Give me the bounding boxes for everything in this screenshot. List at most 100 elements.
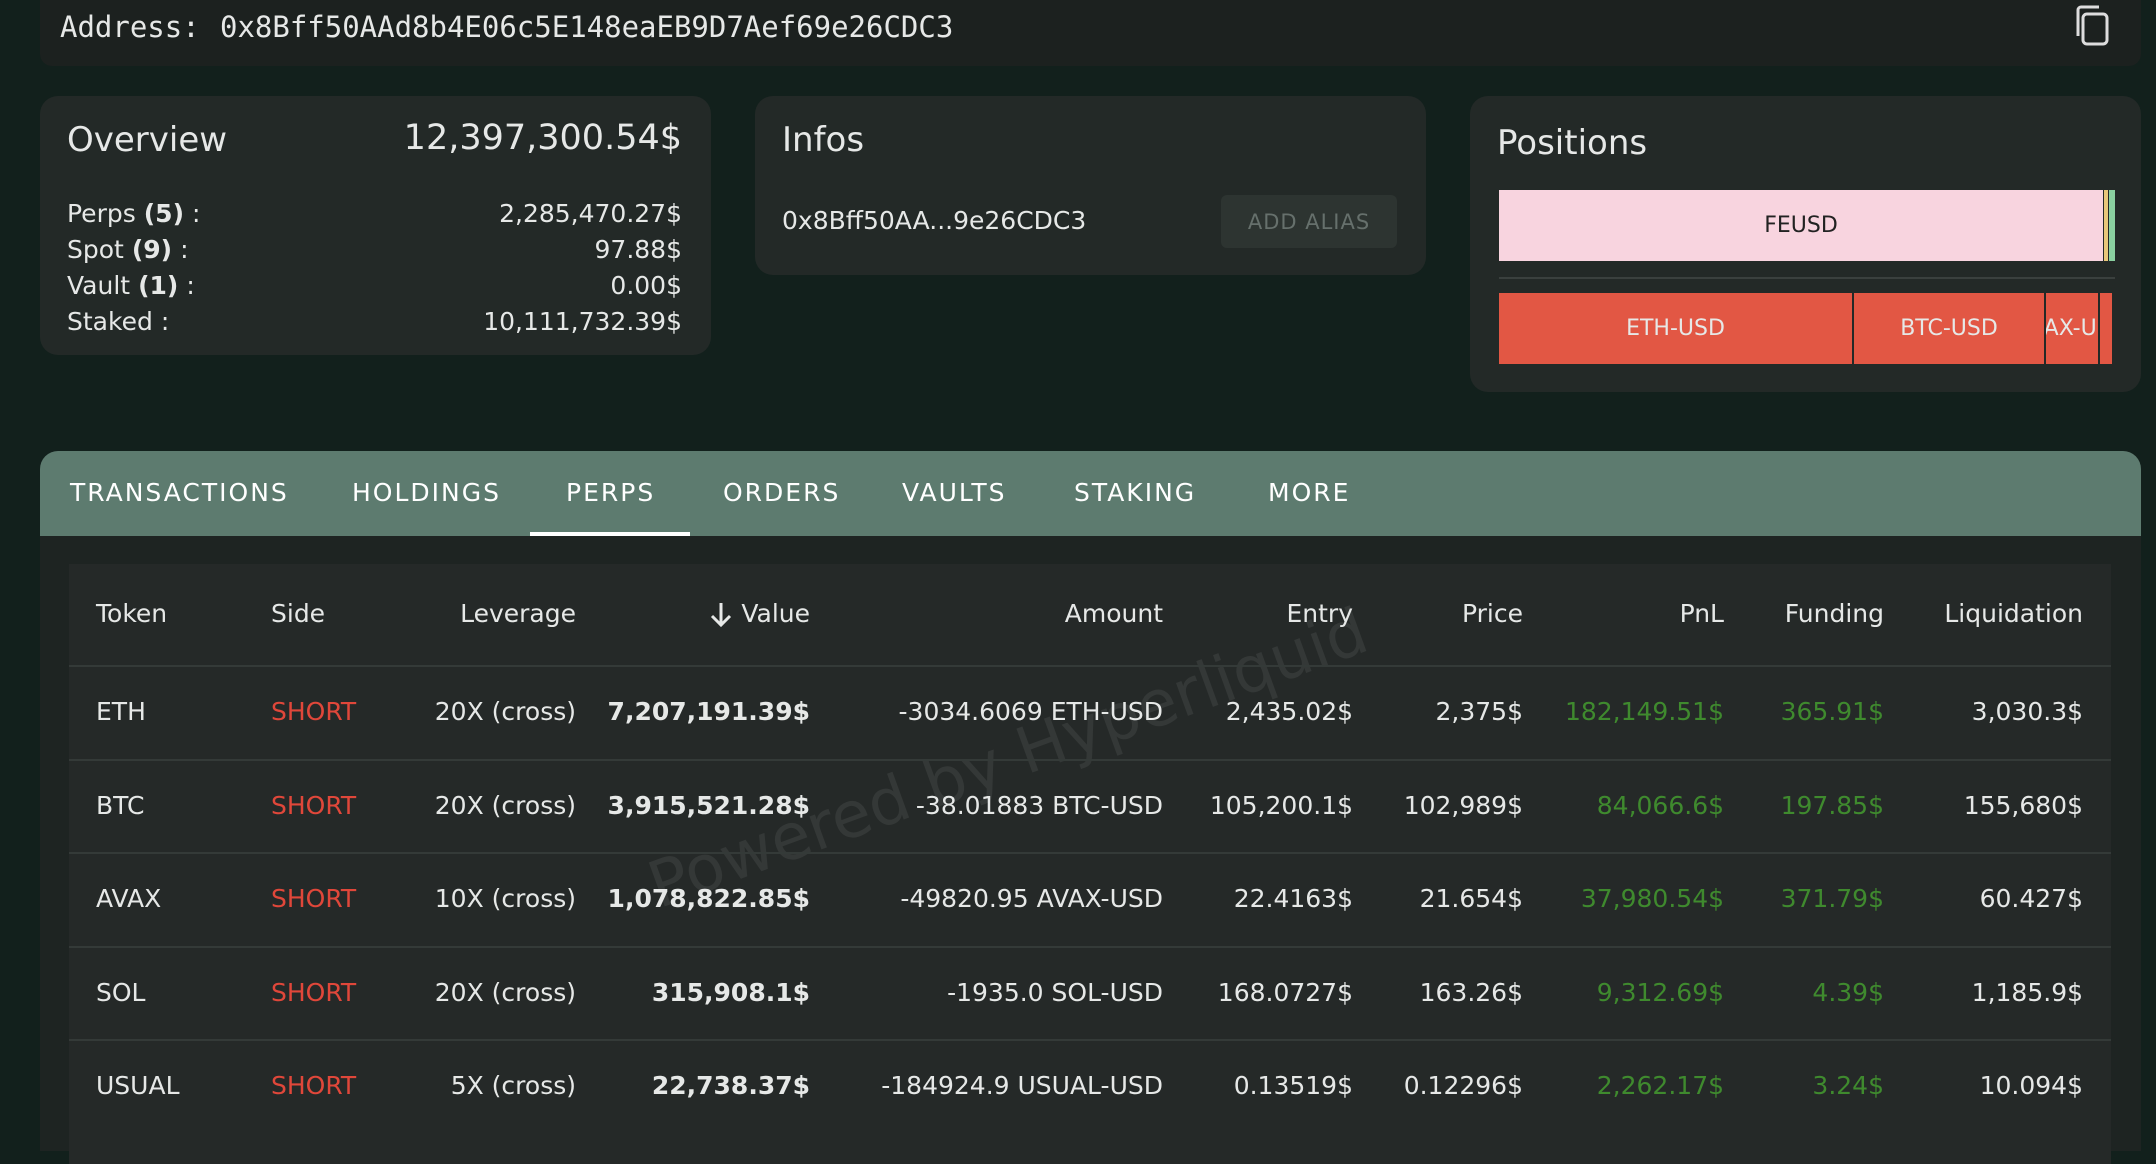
cell: 7,207,191.39$ bbox=[607, 697, 810, 726]
perps-bar: ETH-USD BTC-USD AVAX-USD bbox=[1499, 293, 2115, 364]
cell: 10.094$ bbox=[1979, 1071, 2083, 1100]
tab[interactable]: VAULTS bbox=[902, 478, 1007, 507]
row-label: Perps bbox=[67, 199, 136, 228]
cell: 22,738.37$ bbox=[651, 1071, 810, 1100]
cell: 3,915,521.28$ bbox=[607, 790, 810, 820]
cell: 2,262.17$ bbox=[1596, 1071, 1724, 1100]
cell: 20X (cross) bbox=[434, 697, 576, 726]
tab[interactable]: STAKING bbox=[1074, 478, 1197, 507]
cell: 182,149.51$ bbox=[1564, 697, 1724, 726]
cell: SOL bbox=[96, 977, 146, 1007]
row-label: Spot bbox=[67, 235, 124, 264]
short-address: 0x8Bff50AA...9e26CDC3 bbox=[782, 206, 1087, 235]
cell: 197.85$ bbox=[1780, 790, 1884, 820]
cell: 2,435.02$ bbox=[1225, 697, 1353, 726]
column-header[interactable]: Price bbox=[1462, 599, 1523, 628]
cell: 2,375$ bbox=[1435, 697, 1523, 726]
column-header[interactable]: Token bbox=[96, 599, 168, 628]
row-separator bbox=[69, 758, 2111, 761]
tab-underline bbox=[530, 532, 690, 536]
cell: USUAL bbox=[96, 1071, 180, 1100]
cell: 163.26$ bbox=[1419, 977, 1523, 1007]
cell: SHORT bbox=[271, 977, 357, 1007]
perp-segment: ETH-USD bbox=[1499, 293, 1852, 364]
cell: 21.654$ bbox=[1419, 884, 1523, 913]
perp-segment: BTC-USD bbox=[1854, 293, 2044, 364]
column-header[interactable]: Entry bbox=[1286, 599, 1353, 628]
tab[interactable]: HOLDINGS bbox=[352, 478, 501, 507]
cell: AVAX bbox=[96, 884, 162, 913]
column-header[interactable]: PnL bbox=[1679, 599, 1724, 628]
perps-table: Powered by Hyperliquid Token Side Leverage… bbox=[69, 564, 2111, 1164]
cell: -1935.0 SOL-USD bbox=[947, 977, 1163, 1007]
tab[interactable]: MORE bbox=[1268, 478, 1351, 507]
address-value: 0x8Bff50AAd8b4E06c5E148eaEB9D7Aef69e26CD… bbox=[220, 10, 954, 44]
column-header[interactable]: Side bbox=[271, 599, 326, 628]
overview-row: Vault (1): bbox=[67, 271, 195, 300]
spot-bar: FEUSD bbox=[1499, 190, 2115, 261]
cell: BTC bbox=[96, 790, 145, 820]
row-colon: : bbox=[160, 307, 170, 336]
tab-bar: TRANSACTIONS HOLDINGS PERPS ORDERS VAULTS STA… bbox=[40, 451, 2141, 536]
column-header[interactable]: Funding bbox=[1784, 599, 1884, 628]
cell: -3034.6069 ETH-USD bbox=[898, 697, 1163, 726]
cell: SHORT bbox=[271, 697, 357, 726]
cell: 60.427$ bbox=[1979, 884, 2083, 913]
cell: 168.0727$ bbox=[1217, 977, 1353, 1007]
positions-card: Positions FEUSD ETH-USD BTC-USD AVAX-USD bbox=[1470, 96, 2141, 392]
infos-title: Infos bbox=[782, 120, 865, 160]
copy-icon[interactable] bbox=[2073, 4, 2111, 48]
overview-card: Overview 12,397,300.54$ Perps (5): 2,285,4… bbox=[40, 96, 711, 355]
cell: SHORT bbox=[271, 884, 357, 913]
cell: 3.24$ bbox=[1812, 1071, 1884, 1100]
cell: 9,312.69$ bbox=[1596, 977, 1724, 1007]
cell: 155,680$ bbox=[1963, 790, 2083, 820]
perp-segment: AVAX-USD bbox=[2046, 293, 2098, 364]
spot-segment: FEUSD bbox=[1499, 190, 2103, 261]
address-bar: Address: 0x8Bff50AAd8b4E06c5E148eaEB9D7A… bbox=[40, 0, 2141, 66]
cell: 105,200.1$ bbox=[1209, 790, 1353, 820]
overview-row-value: 0.00$ bbox=[610, 271, 682, 300]
column-header[interactable]: Liquidation bbox=[1944, 599, 2083, 628]
cell: 1,185.9$ bbox=[1971, 977, 2083, 1007]
positions-title: Positions bbox=[1497, 123, 1648, 163]
row-count: (1) bbox=[138, 271, 179, 300]
overview-row-value: 2,285,470.27$ bbox=[499, 199, 682, 228]
overview-row: Perps (5): bbox=[67, 199, 200, 228]
cell: 10X (cross) bbox=[434, 884, 576, 913]
row-separator bbox=[69, 1039, 2111, 1041]
cell: 0.13519$ bbox=[1233, 1071, 1353, 1100]
cell: 315,908.1$ bbox=[651, 977, 810, 1007]
row-count: (9) bbox=[131, 235, 173, 264]
infos-card: Infos 0x8Bff50AA...9e26CDC3 ADD ALIAS bbox=[755, 96, 1426, 275]
column-header[interactable]: Value bbox=[741, 599, 810, 628]
row-separator bbox=[69, 945, 2111, 948]
tab[interactable]: ORDERS bbox=[723, 478, 841, 507]
cell: 22.4163$ bbox=[1233, 884, 1353, 913]
cell: 102,989$ bbox=[1403, 790, 1523, 820]
cell: 4.39$ bbox=[1812, 977, 1884, 1007]
spot-segment-small bbox=[2109, 190, 2115, 261]
column-header[interactable]: Amount bbox=[1064, 599, 1163, 628]
tab[interactable]: PERPS bbox=[566, 478, 656, 507]
row-colon: : bbox=[186, 271, 195, 300]
overview-row-value: 10,111,732.39$ bbox=[483, 307, 682, 336]
cell: 20X (cross) bbox=[434, 790, 576, 820]
perp-segment-small bbox=[2100, 293, 2112, 364]
cell: 365.91$ bbox=[1780, 697, 1884, 726]
cell: ETH bbox=[96, 697, 146, 726]
cell: SHORT bbox=[271, 1071, 357, 1100]
separator bbox=[1499, 277, 2115, 279]
cell: -49820.95 AVAX-USD bbox=[900, 884, 1163, 913]
cell: -184924.9 USUAL-USD bbox=[881, 1071, 1163, 1100]
row-separator bbox=[69, 665, 2111, 667]
address-label: Address: bbox=[60, 10, 200, 44]
tab[interactable]: TRANSACTIONS bbox=[70, 478, 289, 507]
row-label: Vault bbox=[67, 271, 131, 300]
page: Address: 0x8Bff50AAd8b4E06c5E148eaEB9D7A… bbox=[40, 0, 2141, 1164]
column-header[interactable]: Leverage bbox=[460, 599, 576, 628]
cell: 37,980.54$ bbox=[1580, 884, 1724, 913]
add-alias-button[interactable]: ADD ALIAS bbox=[1221, 195, 1397, 248]
cell: 20X (cross) bbox=[434, 977, 576, 1007]
cell: -38.01883 BTC-USD bbox=[915, 790, 1163, 820]
